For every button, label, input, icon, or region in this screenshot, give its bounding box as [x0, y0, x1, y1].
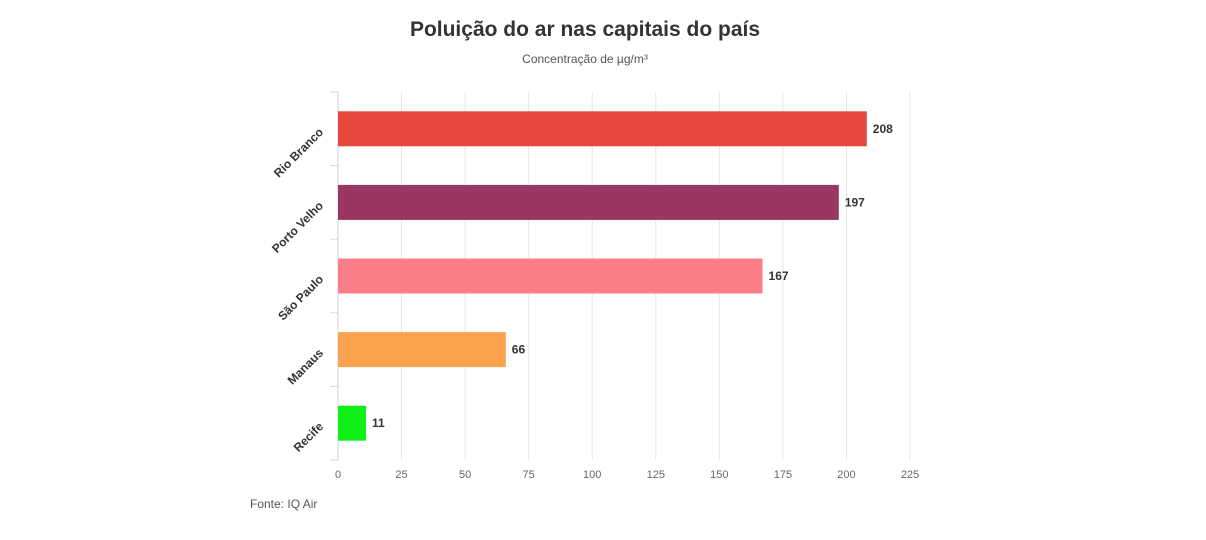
x-tick-label: 150 [710, 469, 728, 481]
category-label: Rio Branco [271, 125, 326, 180]
bar [338, 258, 763, 294]
data-label: 167 [769, 269, 789, 283]
source-note: Fonte: IQ Air [250, 497, 318, 511]
x-tick-label: 75 [523, 469, 535, 481]
category-label: Manaus [285, 346, 327, 388]
bar [338, 184, 839, 220]
chart-title: Poluição do ar nas capitais do país [409, 18, 761, 41]
category-label: Porto Velho [269, 199, 326, 256]
label-layer: 0 25 50 75 100 125 150 175 200 225 208 Rio Branco 19… [269, 122, 919, 481]
data-label: 66 [512, 343, 526, 357]
chart-subtitle: Concentração de µg/m³ [522, 52, 648, 66]
x-tick-label: 175 [774, 469, 792, 481]
x-tick-label: 50 [459, 469, 471, 481]
data-label: 197 [845, 195, 865, 209]
category-label: São Paulo [275, 272, 326, 323]
x-tick-label: 25 [395, 469, 407, 481]
bar [338, 405, 366, 441]
x-tick-label: 225 [901, 469, 919, 481]
bar [338, 111, 867, 147]
bar [338, 332, 506, 368]
x-tick-label: 0 [335, 469, 341, 481]
category-label: Recife [291, 419, 327, 455]
x-tick-label: 200 [837, 469, 855, 481]
data-label: 11 [372, 416, 385, 430]
grid-layer [401, 92, 911, 460]
data-label: 208 [873, 122, 893, 136]
x-tick-label: 100 [583, 469, 601, 481]
axis-layer [330, 91, 339, 461]
x-tick-label: 125 [647, 469, 665, 481]
bar-layer [338, 111, 867, 441]
